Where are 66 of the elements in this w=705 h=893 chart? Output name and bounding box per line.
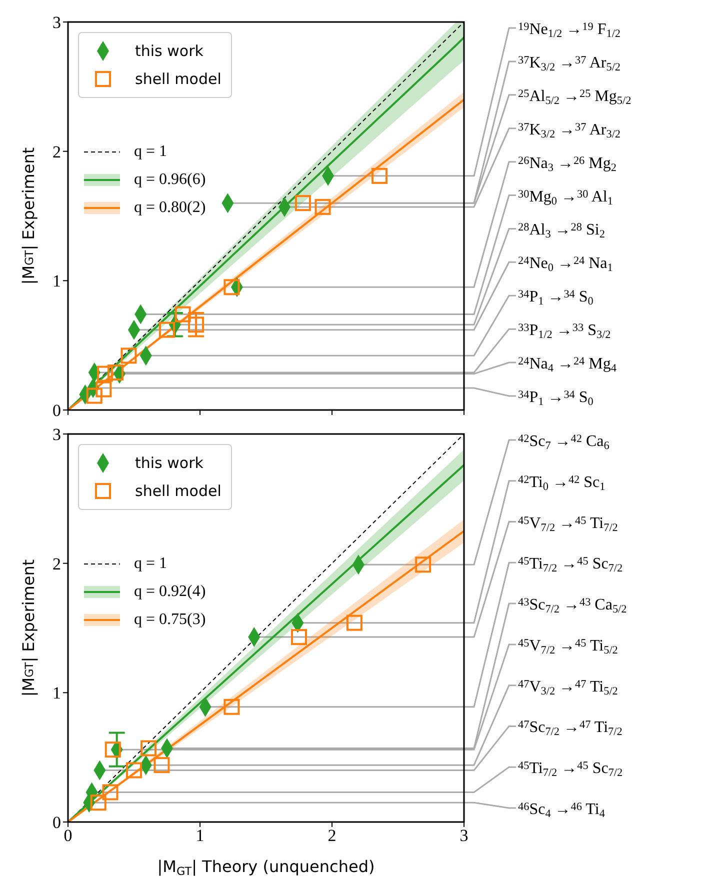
y-tick-label: 3 xyxy=(52,13,61,32)
point xyxy=(86,388,102,404)
point xyxy=(104,742,121,758)
point xyxy=(96,381,112,398)
annotation: $^{26}$Na$_{3}$ →$^{26}$ Mg$_{2}$ xyxy=(518,154,616,174)
annotation: $^{33}$P$_{1/2}$ →$^{33}$ S$_{3/2}$ xyxy=(518,322,611,341)
annotation: $^{28}$Al$_{3}$ →$^{28}$ Si$_{2}$ xyxy=(518,221,605,240)
legend-label: q = 0.92(4) xyxy=(134,583,206,601)
annotation: $^{43}$Sc$_{7/2}$ →$^{43}$ Ca$_{5/2}$ xyxy=(518,596,627,616)
y-tick-label: 2 xyxy=(52,554,61,574)
y-tick-label: 0 xyxy=(52,401,61,420)
point xyxy=(346,614,362,631)
legend-label: q = 1 xyxy=(134,143,168,161)
point xyxy=(294,195,311,212)
y-tick-label: 3 xyxy=(52,425,61,444)
annotation: $^{45}$Ti$_{7/2}$ →$^{45}$ Sc$_{7/2}$ xyxy=(518,760,623,779)
point xyxy=(188,316,204,333)
point xyxy=(174,306,191,322)
annotation: $^{19}$Ne$_{1/2}$ →$^{19}$ F$_{1/2}$ xyxy=(518,20,621,40)
point xyxy=(140,740,157,756)
x-tick-label: 1 xyxy=(196,826,204,846)
x-tick-label: 2 xyxy=(328,826,336,846)
annotation: $^{42}$Sc$_{7}$ →$^{42}$ Ca$_{6}$ xyxy=(518,432,610,452)
annotation: $^{45}$V$_{7/2}$ →$^{45}$ Ti$_{5/2}$ xyxy=(518,637,618,656)
annotation: $^{24}$Na$_{4}$ →$^{24}$ Mg$_{4}$ xyxy=(518,355,617,374)
legend-label: shell model xyxy=(135,482,222,500)
y-tick-label: 2 xyxy=(52,142,61,162)
annotation: $^{34}$P$_{1}$ →$^{34}$ S$_{0}$ xyxy=(518,388,594,408)
point xyxy=(96,366,113,382)
legend-label: q = 1 xyxy=(134,555,168,573)
annotation: $^{37}$K$_{3/2}$ →$^{37}$ Ar$_{5/2}$ xyxy=(518,54,621,74)
annotation: $^{45}$V$_{7/2}$ →$^{45}$ Ti$_{7/2}$ xyxy=(518,514,618,534)
x-axis-title: |M$_{GT}$| Theory (unquenched) xyxy=(157,857,375,878)
annotation: $^{30}$Mg$_{0}$ →$^{30}$ Al$_{1}$ xyxy=(518,188,613,208)
point xyxy=(224,698,240,715)
point xyxy=(154,757,170,774)
point xyxy=(415,556,432,573)
annotation: $^{45}$Ti$_{7/2}$ →$^{45}$ Sc$_{7/2}$ xyxy=(518,555,623,574)
annotation: $^{24}$Ne$_{0}$ →$^{24}$ Na$_{1}$ xyxy=(518,254,613,274)
annotation: $^{47}$V$_{3/2}$ →$^{47}$ Ti$_{5/2}$ xyxy=(518,678,618,698)
y-tick-label: 0 xyxy=(52,813,61,832)
y-tick-label: 1 xyxy=(52,272,61,291)
annotation: $^{25}$Al$_{5/2}$ →$^{25}$ Mg$_{5/2}$ xyxy=(518,88,632,107)
annotation: $^{34}$P$_{1}$ →$^{34}$ S$_{0}$ xyxy=(518,288,594,308)
point xyxy=(120,348,137,364)
point xyxy=(224,279,240,296)
legend-label: this work xyxy=(135,42,204,60)
point xyxy=(372,168,388,184)
point xyxy=(314,198,331,215)
annotation: $^{42}$Ti$_{0}$ →$^{42}$ Sc$_{1}$ xyxy=(518,474,606,493)
legend-label: q = 0.96(6) xyxy=(134,171,206,189)
x-tick-label: 3 xyxy=(460,826,468,846)
point xyxy=(102,784,118,800)
annotation: $^{47}$Sc$_{7/2}$ →$^{47}$ Ti$_{7/2}$ xyxy=(518,718,622,738)
annotation: $^{46}$Sc$_{4}$ →$^{46}$ Ti$_{4}$ xyxy=(518,800,606,820)
y-tick-label: 1 xyxy=(52,684,61,703)
point xyxy=(108,364,124,380)
point xyxy=(90,794,106,811)
point xyxy=(159,322,175,338)
legend-label: q = 0.80(2) xyxy=(134,199,206,217)
point xyxy=(291,629,307,646)
legend-label: q = 0.75(3) xyxy=(134,611,206,629)
legend-label: this work xyxy=(135,454,204,472)
point xyxy=(126,762,142,778)
legend-label: shell model xyxy=(135,70,222,88)
annotation: $^{37}$K$_{3/2}$ →$^{37}$ Ar$_{3/2}$ xyxy=(518,120,621,140)
